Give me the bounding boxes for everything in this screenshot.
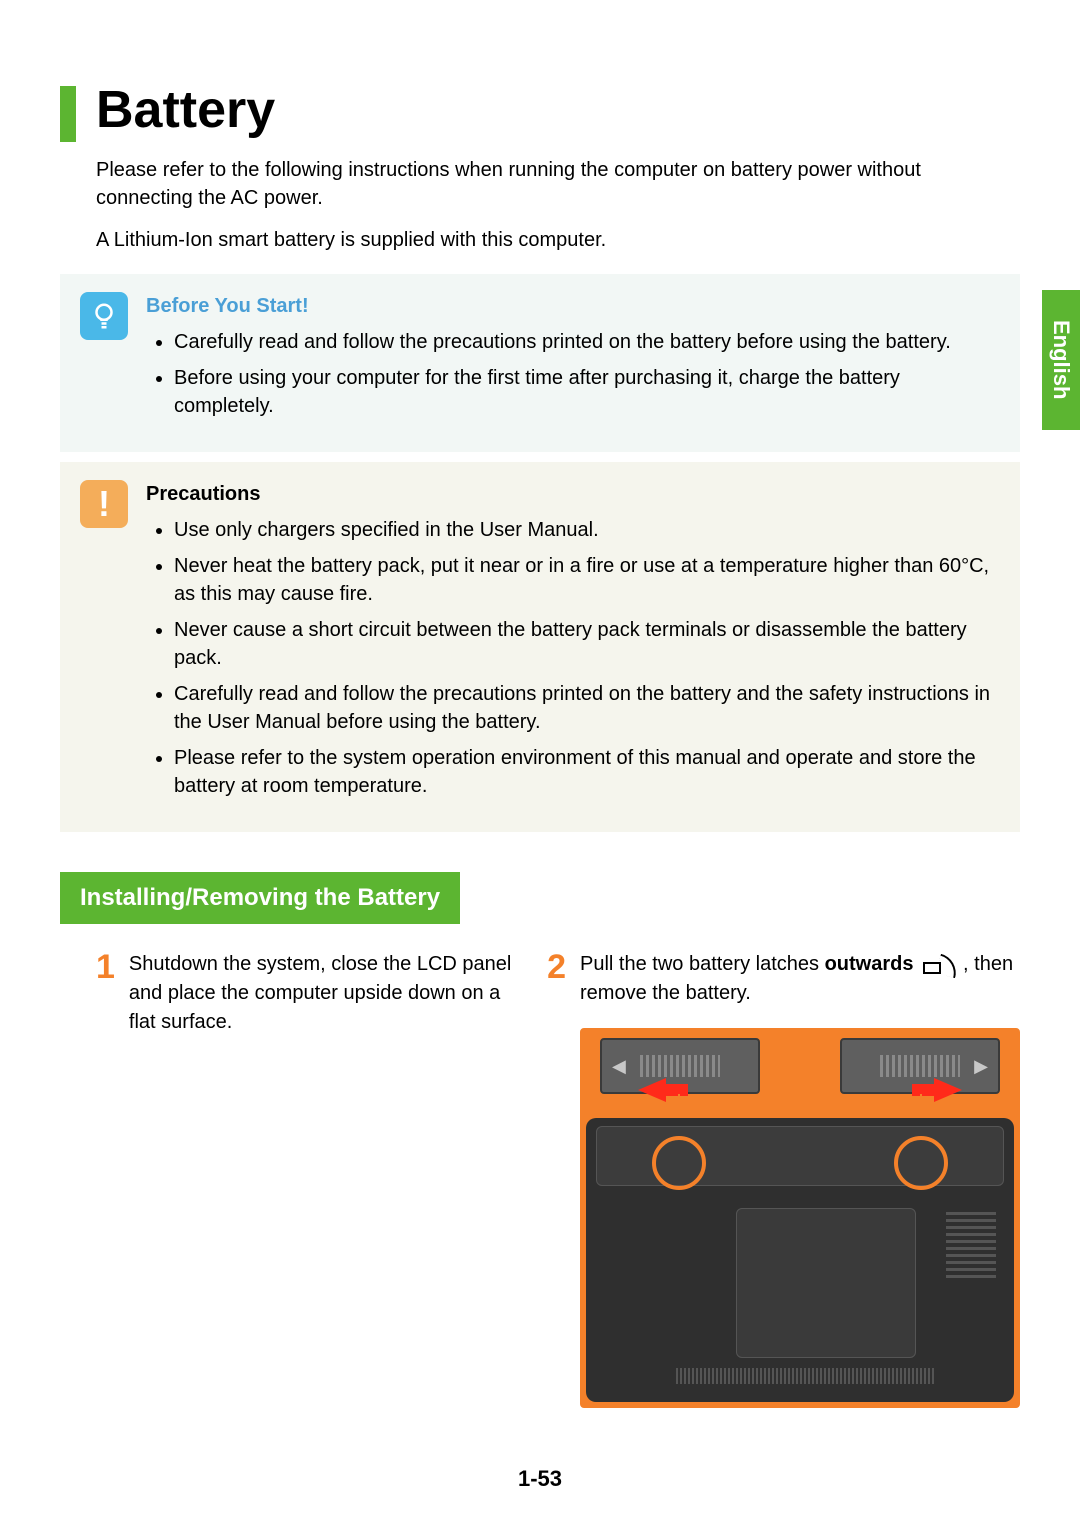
- exclamation-icon: !: [80, 480, 128, 528]
- step-1-text: Shutdown the system, close the LCD panel…: [129, 950, 517, 1408]
- callout-before-heading: Before You Start!: [146, 292, 1000, 320]
- laptop-underside: [586, 1118, 1014, 1402]
- precaution-item-4: Carefully read and follow the precaution…: [174, 680, 1000, 736]
- step-2-pre: Pull the two battery latches: [580, 953, 825, 975]
- arrow-right-icon: [934, 1078, 962, 1102]
- lightbulb-icon: [80, 292, 128, 340]
- before-item-2: Before using your computer for the first…: [174, 364, 1000, 420]
- battery-diagram: ◀ ▶: [580, 1028, 1020, 1408]
- bottom-vent: [676, 1368, 936, 1384]
- step-2-bold: outwards: [825, 953, 914, 975]
- step-2: 2 Pull the two battery latches outwards …: [547, 950, 1020, 1408]
- access-panel: [736, 1208, 916, 1358]
- intro-p2: A Lithium-Ion smart battery is supplied …: [96, 226, 996, 254]
- callout-precautions-heading: Precautions: [146, 480, 1000, 508]
- intro-p1: Please refer to the following instructio…: [96, 156, 996, 212]
- step-2-number: 2: [547, 950, 566, 1408]
- arrow-left-icon: [638, 1078, 666, 1102]
- before-item-1: Carefully read and follow the precaution…: [174, 328, 1000, 356]
- section-heading: Installing/Removing the Battery: [60, 872, 460, 924]
- latch-icon: [923, 956, 959, 974]
- circle-highlight-right: [894, 1136, 948, 1190]
- circle-highlight-left: [652, 1136, 706, 1190]
- step-2-text: Pull the two battery latches outwards , …: [580, 950, 1020, 1408]
- callout-before-you-start: Before You Start! Carefully read and fol…: [60, 274, 1020, 452]
- step-1: 1 Shutdown the system, close the LCD pan…: [96, 950, 517, 1408]
- steps-row: 1 Shutdown the system, close the LCD pan…: [60, 950, 1020, 1408]
- callout-precautions: ! Precautions Use only chargers specifie…: [60, 462, 1020, 832]
- side-vent: [946, 1208, 996, 1278]
- callout-before-body: Before You Start! Carefully read and fol…: [146, 292, 1000, 428]
- step-1-number: 1: [96, 950, 115, 1408]
- intro-block: Please refer to the following instructio…: [96, 156, 996, 254]
- precaution-item-5: Please refer to the system operation env…: [174, 744, 1000, 800]
- language-tab: English: [1042, 290, 1080, 430]
- page-number: 1-53: [518, 1466, 562, 1492]
- precaution-item-2: Never heat the battery pack, put it near…: [174, 552, 1000, 608]
- title-row: Battery: [60, 80, 1020, 142]
- precaution-item-1: Use only chargers specified in the User …: [174, 516, 1000, 544]
- callout-precautions-body: Precautions Use only chargers specified …: [146, 480, 1000, 808]
- diagram-frame: ◀ ▶: [580, 1028, 1020, 1408]
- title-accent-bar: [60, 86, 76, 142]
- page-title: Battery: [96, 80, 275, 140]
- precaution-item-3: Never cause a short circuit between the …: [174, 616, 1000, 672]
